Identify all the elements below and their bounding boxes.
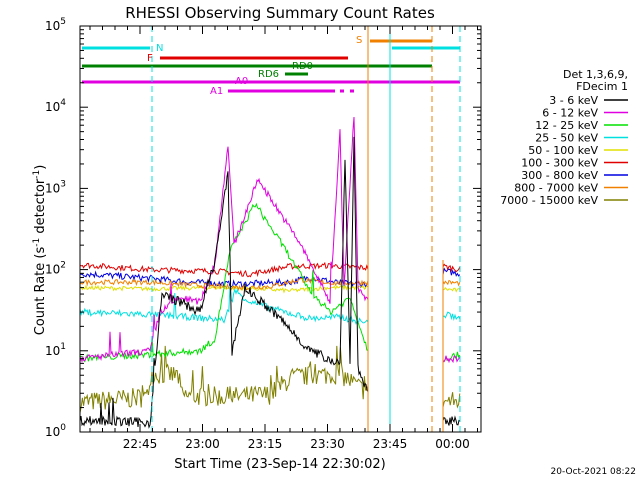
series-line-100-300-kev-part0	[79, 261, 369, 278]
series-line-25-50-kev-part1	[442, 311, 461, 322]
legend-label-2: 12 - 25 keV	[535, 119, 598, 132]
y-tick-exponent-4: 4	[60, 98, 66, 108]
series-line-3-6-kev-part1	[442, 415, 461, 426]
flag-label-n: N	[156, 43, 163, 54]
y-tick-base-3: 10	[45, 181, 60, 195]
series-line-6-12-kev-part0	[79, 116, 369, 364]
y-axis-label-end: )	[33, 165, 48, 170]
legend-label-6: 300 - 800 keV	[521, 169, 598, 182]
y-tick-label-4: 104	[45, 98, 66, 114]
y-tick-exponent-2: 2	[60, 261, 66, 271]
series-line-6-12-kev-part1	[442, 355, 461, 364]
y-axis-label-sup1: -1	[32, 238, 42, 247]
legend-label-3: 25 - 50 keV	[535, 132, 598, 145]
legend-label-4: 50 - 100 keV	[528, 144, 598, 157]
y-tick-exponent-5: 5	[60, 17, 66, 27]
y-tick-base-5: 10	[45, 19, 60, 33]
y-tick-label-3: 103	[45, 179, 66, 195]
x-tick-label-3: 23:30	[310, 437, 345, 451]
y-tick-base-0: 10	[45, 425, 60, 439]
legend-label-5: 100 - 300 keV	[521, 157, 598, 170]
flag-label-f: F	[147, 53, 153, 64]
flag-label-a0: A0	[235, 76, 248, 87]
legend-label-1: 6 - 12 keV	[542, 107, 598, 120]
legend-header-0: Det 1,3,6,9,	[563, 68, 628, 81]
series-line-25-50-kev-part0	[79, 285, 369, 325]
y-axis-label-mid: detector	[33, 178, 48, 238]
series-line-800-7000-kev-part1	[442, 279, 461, 287]
series-line-7000-15000-kev-part0	[79, 345, 369, 413]
flag-label-rd6: RD6	[258, 69, 279, 80]
x-tick-label-4: 23:45	[373, 437, 408, 451]
plot-frame	[79, 25, 482, 433]
series-line-300-800-kev-part1	[442, 267, 461, 277]
y-tick-base-2: 10	[45, 263, 60, 277]
x-tick-label-1: 23:00	[185, 437, 220, 451]
y-axis-label-main: Count Rate (s	[33, 247, 48, 336]
x-axis-label: Start Time (23-Sep-14 22:30:02)	[174, 457, 385, 472]
y-axis-label: Count Rate (s-1 detector-1)	[32, 165, 48, 336]
x-tick-label-2: 23:15	[248, 437, 283, 451]
y-tick-exponent-3: 3	[60, 179, 66, 189]
series-line-100-300-kev-part1	[442, 263, 461, 273]
y-tick-exponent-0: 0	[60, 423, 66, 433]
series-line-3-6-kev-part0	[79, 136, 369, 429]
x-tick-label-5: 00:00	[435, 437, 470, 451]
y-tick-label-1: 101	[45, 342, 66, 358]
y-tick-label-2: 102	[45, 261, 66, 277]
x-tick-label-0: 22:45	[123, 437, 158, 451]
flag-label-s: S	[356, 35, 362, 46]
y-tick-base-1: 10	[45, 344, 60, 358]
flag-label-a1: A1	[210, 86, 223, 97]
chart-title: RHESSI Observing Summary Count Rates	[125, 4, 435, 22]
legend-label-7: 800 - 7000 keV	[514, 182, 598, 195]
timestamp: 20-Oct-2021 08:22	[551, 467, 636, 477]
flag-label-rd0: RD0	[292, 61, 313, 72]
y-tick-label-5: 105	[45, 17, 66, 33]
y-tick-exponent-1: 1	[60, 342, 66, 352]
y-tick-base-4: 10	[45, 100, 60, 114]
legend-header-1: FDecim 1	[576, 80, 628, 93]
legend-label-0: 3 - 6 keV	[549, 94, 598, 107]
series-line-7000-15000-kev-part1	[442, 392, 461, 409]
series-line-50-100-kev-part1	[442, 287, 460, 293]
legend-label-8: 7000 - 15000 keV	[500, 194, 598, 207]
flag-layer: NF RD0 RD6 A0 A1 S	[82, 26, 461, 432]
y-axis-label-sup2: -1	[32, 170, 42, 179]
series-layer	[79, 116, 461, 429]
y-tick-label-0: 100	[45, 423, 66, 439]
series-line-12-25-kev-part0	[79, 202, 369, 363]
